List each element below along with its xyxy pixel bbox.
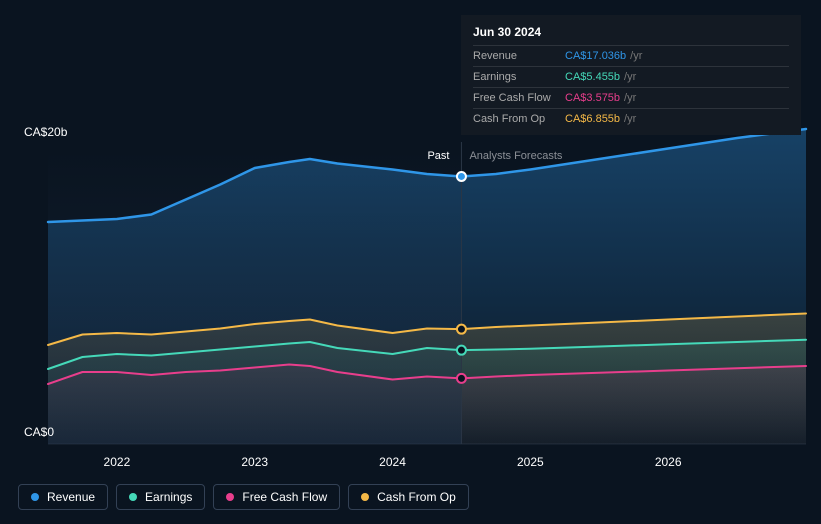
- marker-free-cash-flow[interactable]: [457, 374, 466, 383]
- tooltip-row-label: Earnings: [473, 71, 565, 83]
- legend-label: Cash From Op: [377, 490, 456, 504]
- legend-label: Earnings: [145, 490, 192, 504]
- tooltip-row-value: CA$6.855b: [565, 113, 620, 125]
- tooltip-row-label: Free Cash Flow: [473, 92, 565, 104]
- tooltip-row-unit: /yr: [630, 50, 642, 62]
- legend-label: Revenue: [47, 490, 95, 504]
- marker-earnings[interactable]: [457, 346, 466, 355]
- legend-item-revenue[interactable]: Revenue: [18, 484, 108, 510]
- tooltip-row: Free Cash FlowCA$3.575b/yr: [473, 87, 789, 108]
- legend-dot: [361, 493, 369, 501]
- tooltip-row-label: Cash From Op: [473, 113, 565, 125]
- tooltip-row-value: CA$17.036b: [565, 50, 626, 62]
- legend-item-free-cash-flow[interactable]: Free Cash Flow: [213, 484, 340, 510]
- y-tick-label: CA$20b: [24, 125, 67, 139]
- forecast-label: Analysts Forecasts: [469, 150, 562, 162]
- tooltip-row-unit: /yr: [624, 113, 636, 125]
- tooltip-row: EarningsCA$5.455b/yr: [473, 66, 789, 87]
- tooltip-row-unit: /yr: [624, 71, 636, 83]
- legend-dot: [129, 493, 137, 501]
- x-tick-label: 2023: [241, 455, 268, 469]
- tooltip-row-unit: /yr: [624, 92, 636, 104]
- past-label: Past: [427, 150, 449, 162]
- marker-revenue[interactable]: [457, 172, 466, 181]
- x-tick-label: 2026: [655, 455, 682, 469]
- tooltip-row-value: CA$5.455b: [565, 71, 620, 83]
- x-tick-label: 2025: [517, 455, 544, 469]
- tooltip-row-label: Revenue: [473, 50, 565, 62]
- chart-tooltip: Jun 30 2024 RevenueCA$17.036b/yrEarnings…: [461, 15, 801, 135]
- legend-label: Free Cash Flow: [242, 490, 327, 504]
- x-tick-label: 2024: [379, 455, 406, 469]
- financial-chart: CA$0 CA$20b 2022 2023 2024 2025 2026 Past Ana…: [0, 0, 821, 524]
- y-tick-label: CA$0: [24, 425, 54, 439]
- legend-dot: [226, 493, 234, 501]
- past-region: [48, 146, 461, 444]
- x-tick-label: 2022: [104, 455, 131, 469]
- legend: Revenue Earnings Free Cash Flow Cash From O…: [18, 484, 469, 510]
- marker-cash-from-op[interactable]: [457, 325, 466, 334]
- tooltip-title: Jun 30 2024: [473, 25, 789, 39]
- legend-dot: [31, 493, 39, 501]
- legend-item-earnings[interactable]: Earnings: [116, 484, 205, 510]
- tooltip-row-value: CA$3.575b: [565, 92, 620, 104]
- legend-item-cash-from-op[interactable]: Cash From Op: [348, 484, 469, 510]
- tooltip-row: Cash From OpCA$6.855b/yr: [473, 108, 789, 129]
- tooltip-row: RevenueCA$17.036b/yr: [473, 45, 789, 66]
